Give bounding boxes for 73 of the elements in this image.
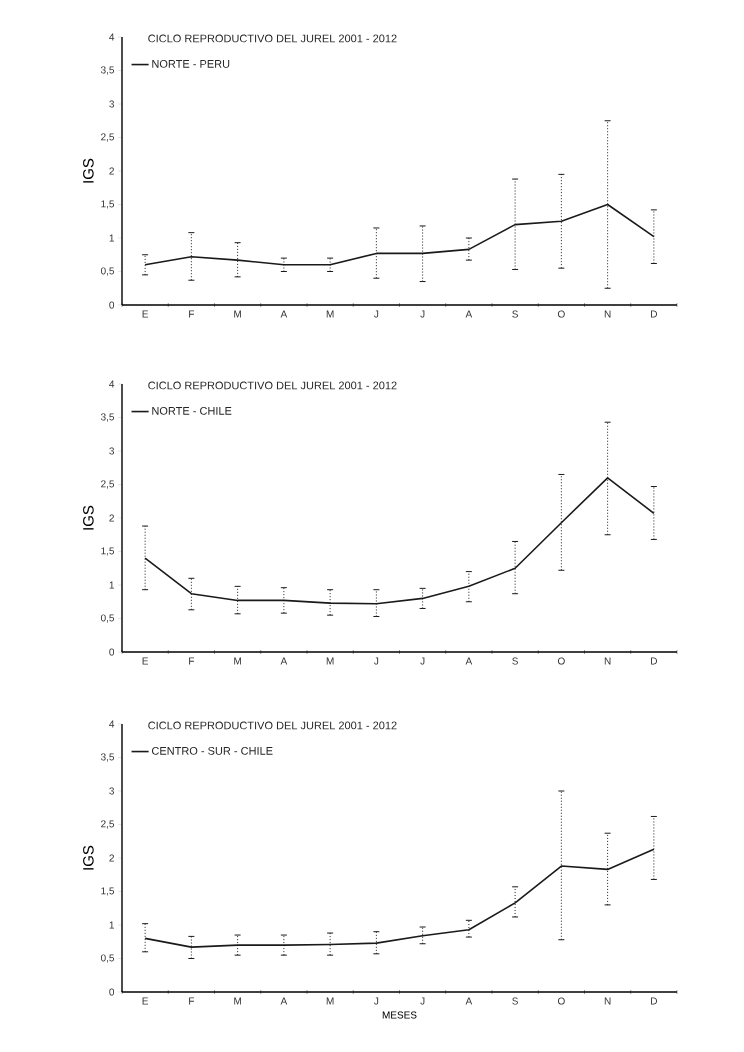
x-tick-label: F [189, 997, 195, 1005]
y-axis-title: IGS [83, 845, 94, 870]
x-tick-label: D [651, 997, 657, 1005]
y-tick-label: 0 [109, 988, 115, 996]
y-tick-label: 3,5 [100, 413, 115, 422]
y-tick-label: 2,5 [101, 480, 115, 489]
x-tick-label: D [651, 310, 657, 318]
legend-label: NORTE - PERU [152, 59, 230, 68]
y-tick-label: 1 [109, 234, 114, 242]
y-tick-label: 0 [109, 301, 115, 309]
y-tick-label: 0,5 [100, 954, 115, 963]
x-tick-label: J [420, 310, 425, 318]
x-tick-label: A [465, 310, 473, 318]
y-axis-title: IGS [83, 158, 94, 183]
x-tick-label: A [465, 657, 473, 665]
x-tick-label: M [234, 310, 241, 318]
x-tick-label: A [280, 657, 288, 665]
chart-title: CICLO REPRODUCTIVO DEL JUREL 2001 - 2012 [148, 34, 397, 43]
y-tick-label: 3 [109, 100, 115, 108]
y-tick-label: 3 [109, 447, 115, 455]
x-tick-label: M [326, 310, 334, 318]
y-tick-label: 3,5 [100, 66, 115, 75]
x-tick-label: D [651, 657, 657, 665]
x-tick-label: A [280, 310, 288, 318]
x-tick-label: O [557, 657, 565, 665]
chart-title: CICLO REPRODUCTIVO DEL JUREL 2001 - 2012 [148, 381, 397, 390]
y-tick-label: 2 [109, 167, 114, 175]
x-tick-label: A [465, 997, 473, 1005]
x-tick-label: M [234, 997, 241, 1005]
x-tick-label: M [326, 997, 334, 1005]
y-tick-label: 3 [109, 787, 115, 795]
y-tick-label: 1 [109, 921, 114, 929]
y-tick-label: 2,5 [101, 133, 115, 142]
x-tick-label: S [512, 997, 518, 1005]
x-tick-label: N [604, 310, 611, 318]
y-tick-label: 1 [109, 581, 114, 589]
legend-label: NORTE - CHILE [152, 406, 232, 415]
legend-label: CENTRO - SUR - CHILE [151, 746, 273, 755]
y-tick-label: 2 [109, 854, 114, 862]
x-tick-label: S [512, 657, 518, 665]
y-tick-label: 3,5 [100, 753, 115, 762]
x-axis-title: MESES [382, 1011, 417, 1019]
x-tick-label: N [604, 997, 611, 1005]
x-tick-label: N [604, 657, 611, 665]
x-tick-label: J [374, 997, 379, 1005]
x-tick-label: F [189, 657, 195, 665]
x-tick-label: E [142, 657, 149, 665]
x-tick-label: S [512, 310, 518, 318]
x-tick-label: J [374, 310, 379, 318]
x-tick-label: J [374, 657, 379, 665]
x-tick-label: A [280, 997, 288, 1005]
y-tick-label: 0,5 [100, 614, 115, 623]
y-tick-label: 4 [109, 380, 115, 388]
y-tick-label: 0 [109, 648, 115, 656]
x-tick-label: E [142, 997, 149, 1005]
x-tick-label: M [326, 657, 334, 665]
y-tick-label: 4 [109, 720, 115, 728]
x-tick-label: O [557, 997, 565, 1005]
y-tick-label: 4 [109, 33, 115, 41]
y-tick-label: 2,5 [101, 820, 115, 829]
x-tick-label: O [557, 310, 565, 318]
y-tick-label: 1,5 [101, 547, 115, 556]
y-tick-label: 2 [109, 514, 114, 522]
x-tick-label: J [420, 657, 425, 665]
chart-title: CICLO REPRODUCTIVO DEL JUREL 2001 - 2012 [148, 721, 397, 730]
x-tick-label: M [234, 657, 241, 665]
x-tick-label: F [189, 310, 195, 318]
y-tick-label: 1,5 [101, 200, 115, 209]
x-tick-label: J [420, 997, 425, 1005]
y-tick-label: 0,5 [100, 267, 115, 276]
y-axis-title: IGS [83, 505, 94, 530]
y-tick-label: 1,5 [101, 887, 115, 896]
x-tick-label: E [142, 310, 149, 318]
